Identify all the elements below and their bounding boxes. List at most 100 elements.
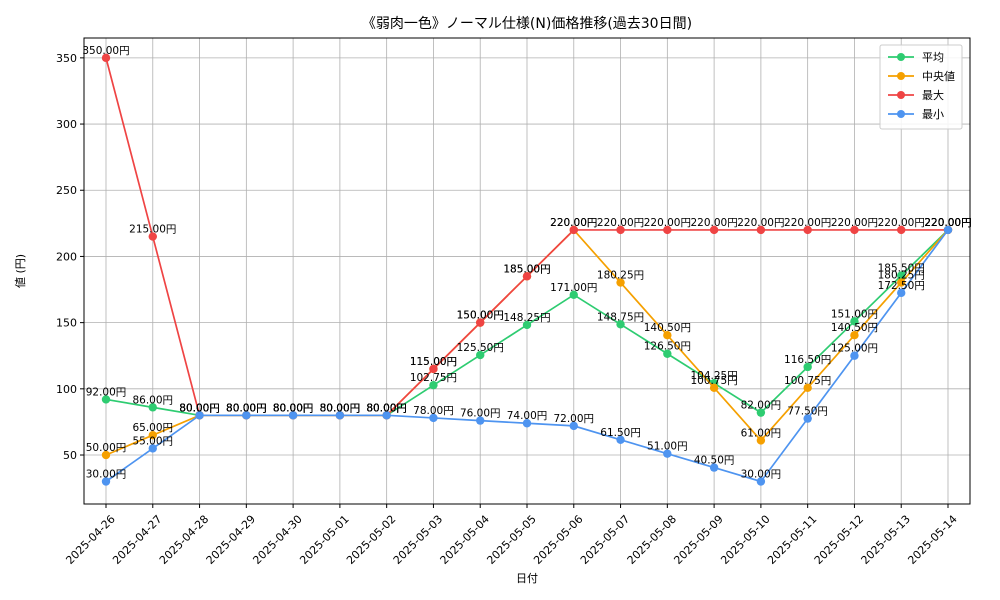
data-value-label: 115.00円 <box>410 356 457 368</box>
data-point <box>663 349 672 358</box>
data-point <box>382 411 391 420</box>
x-tick-label: 2025-05-07 <box>578 513 632 567</box>
data-point <box>148 444 157 453</box>
data-point <box>616 278 625 287</box>
y-tick-label: 250 <box>56 184 77 197</box>
data-value-label: 80.00円 <box>179 402 220 414</box>
data-value-label: 102.75円 <box>410 372 457 384</box>
data-value-label: 80.00円 <box>366 402 407 414</box>
x-tick-label: 2025-05-03 <box>391 513 445 567</box>
data-value-label: 220.00円 <box>831 217 878 229</box>
x-tick-label: 2025-05-14 <box>905 513 959 567</box>
data-value-label: 220.00円 <box>550 217 597 229</box>
data-value-label: 220.00円 <box>924 217 971 229</box>
data-point <box>897 288 906 298</box>
data-point <box>897 278 906 287</box>
data-value-label: 116.50円 <box>784 354 831 366</box>
data-value-label: 185.00円 <box>503 263 550 275</box>
data-point <box>850 331 859 340</box>
x-tick-label: 2025-05-09 <box>671 513 725 567</box>
data-value-label: 61.50円 <box>600 427 641 439</box>
data-value-label: 215.00円 <box>129 224 176 236</box>
y-tick-label: 300 <box>56 118 77 131</box>
data-value-label: 72.00円 <box>553 413 594 425</box>
data-point <box>429 413 438 423</box>
legend-swatch-marker <box>897 91 905 99</box>
data-value-label: 30.00円 <box>741 468 782 480</box>
data-value-label: 140.50円 <box>644 322 691 334</box>
data-value-label: 151.00円 <box>831 308 878 320</box>
data-value-label: 180.25円 <box>878 270 925 282</box>
x-tick-label: 2025-05-11 <box>765 513 819 567</box>
data-point <box>101 395 111 404</box>
data-point <box>616 225 625 235</box>
y-tick-label: 50 <box>63 449 77 462</box>
data-value-label: 100.75円 <box>784 375 831 387</box>
data-value-label: 220.00円 <box>737 217 784 229</box>
x-tick-label: 2025-05-12 <box>812 513 866 567</box>
data-value-label: 180.25円 <box>597 270 644 282</box>
data-point <box>663 331 672 340</box>
x-axis-label: 日付 <box>516 572 538 585</box>
legend-label: 最小 <box>922 108 944 121</box>
data-value-label: 80.00円 <box>179 402 220 414</box>
legend-swatch-marker <box>897 72 905 80</box>
data-point <box>850 351 859 360</box>
data-value-label: 80.00円 <box>366 402 407 414</box>
data-value-label: 150.00円 <box>457 310 504 322</box>
data-point <box>195 411 204 420</box>
x-tick-label: 2025-05-05 <box>484 513 538 567</box>
data-value-label: 65.00円 <box>132 422 173 434</box>
data-point <box>616 320 625 329</box>
data-value-label: 80.00円 <box>273 402 314 414</box>
legend-swatch-marker <box>897 53 905 61</box>
data-value-label: 82.00円 <box>741 400 782 412</box>
data-value-label: 80.00円 <box>366 402 407 414</box>
data-value-label: 150.00円 <box>457 310 504 322</box>
data-point <box>663 225 672 235</box>
data-point <box>943 225 953 235</box>
data-point <box>101 53 111 63</box>
data-point <box>476 318 485 327</box>
data-labels: 92.00円 86.00円 80.00円 80.00円 80.00円 80.00円 80.0… <box>82 45 971 481</box>
data-value-label: 50.00円 <box>86 442 127 454</box>
y-axis-label: 値 (円) <box>14 254 27 288</box>
data-value-label: 80.00円 <box>366 402 407 414</box>
data-value-label: 80.00円 <box>226 402 267 414</box>
data-point <box>569 290 578 300</box>
x-tick-label: 2025-04-28 <box>157 513 211 567</box>
series-layer <box>101 53 953 486</box>
data-point <box>522 419 532 428</box>
data-value-label: 80.00円 <box>273 402 314 414</box>
x-tick-label: 2025-05-02 <box>344 513 398 567</box>
data-point <box>756 436 766 445</box>
data-value-label: 148.25円 <box>503 312 550 324</box>
data-value-label: 51.00円 <box>647 441 688 453</box>
data-point <box>476 350 485 360</box>
data-value-label: 86.00円 <box>132 394 173 406</box>
data-point <box>288 411 298 420</box>
data-point <box>569 225 578 235</box>
data-point <box>242 411 251 420</box>
data-point <box>335 411 345 420</box>
data-point <box>850 317 859 326</box>
data-value-label: 80.00円 <box>226 402 267 414</box>
data-value-label: 125.50円 <box>457 342 504 354</box>
data-value-label: 61.00円 <box>741 427 782 439</box>
data-value-label: 40.50円 <box>694 455 735 467</box>
x-tick-label: 2025-05-08 <box>625 513 679 567</box>
data-value-label: 80.00円 <box>226 402 267 414</box>
data-point <box>101 477 111 486</box>
x-tick-label: 2025-04-26 <box>63 513 117 567</box>
data-value-label: 80.00円 <box>273 402 314 414</box>
data-value-label: 80.00円 <box>226 402 267 414</box>
data-point <box>756 477 766 486</box>
data-point <box>616 435 625 444</box>
data-value-label: 77.50円 <box>787 406 828 418</box>
data-value-label: 78.00円 <box>413 405 454 417</box>
data-value-label: 55.00円 <box>132 435 173 447</box>
data-point <box>101 450 111 460</box>
data-point <box>897 225 906 235</box>
data-value-label: 350.00円 <box>82 45 129 57</box>
